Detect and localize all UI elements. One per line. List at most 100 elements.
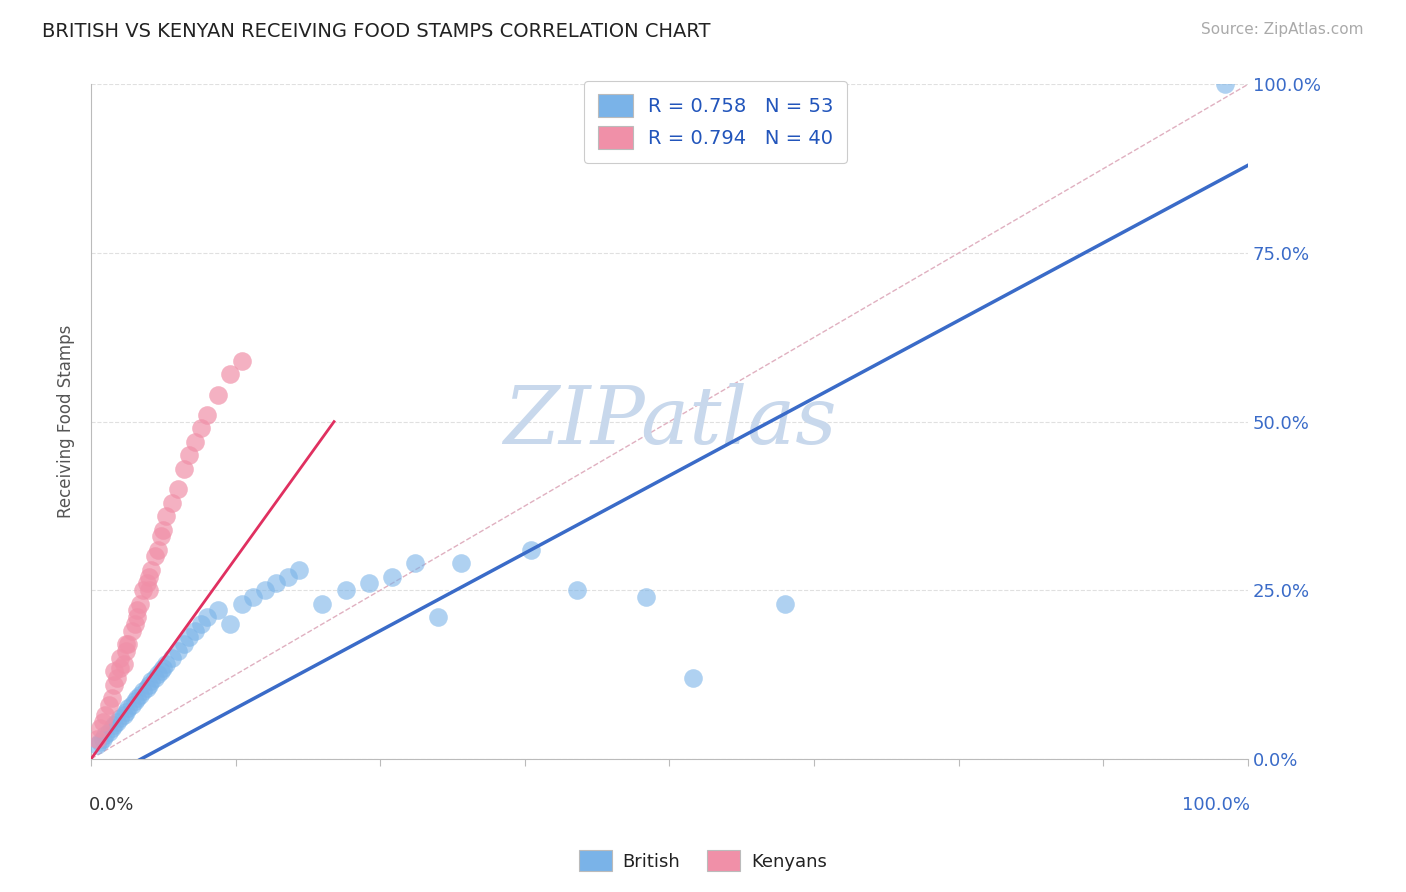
Point [108, 711, 131, 725]
Point [108, 661, 131, 675]
Point [128, 688, 150, 702]
Text: Source: ZipAtlas.com: Source: ZipAtlas.com [1201, 22, 1364, 37]
Point [121, 698, 143, 712]
Point [152, 523, 174, 537]
Point [105, 714, 128, 729]
Point [190, 616, 212, 631]
Point [124, 616, 146, 631]
Point [112, 657, 135, 672]
Legend: R = 0.758   N = 53, R = 0.794   N = 40: R = 0.758 N = 53, R = 0.794 N = 40 [583, 80, 848, 162]
Point [152, 661, 174, 675]
Point [207, 387, 229, 401]
Point [97, 724, 120, 739]
Point [173, 462, 195, 476]
Point [105, 671, 128, 685]
Point [101, 691, 124, 706]
Point [207, 603, 229, 617]
Point [195, 610, 218, 624]
Point [124, 694, 146, 708]
Point [773, 597, 796, 611]
Point [117, 637, 139, 651]
Point [427, 610, 450, 624]
Point [143, 549, 166, 564]
Point [127, 691, 149, 706]
Point [149, 664, 172, 678]
Point [231, 597, 253, 611]
Point [115, 705, 138, 719]
Point [135, 576, 157, 591]
Point [277, 570, 299, 584]
Point [132, 684, 155, 698]
Point [127, 603, 149, 617]
Point [148, 542, 170, 557]
Point [253, 583, 276, 598]
Point [128, 597, 150, 611]
Point [141, 563, 163, 577]
Point [231, 354, 253, 368]
Point [179, 448, 201, 462]
Point [1213, 78, 1236, 92]
Point [288, 563, 311, 577]
Text: ZIPatlas: ZIPatlas [503, 383, 837, 460]
Point [132, 583, 155, 598]
Point [138, 583, 160, 598]
Point [91, 714, 114, 729]
Point [108, 650, 131, 665]
Point [112, 708, 135, 723]
Point [138, 677, 160, 691]
Point [173, 637, 195, 651]
Y-axis label: Receiving Food Stamps: Receiving Food Stamps [58, 325, 75, 518]
Point [86, 739, 108, 753]
Point [682, 671, 704, 685]
Text: 0.0%: 0.0% [89, 796, 134, 814]
Point [103, 664, 125, 678]
Point [89, 722, 111, 736]
Point [138, 570, 160, 584]
Text: BRITISH VS KENYAN RECEIVING FOOD STAMPS CORRELATION CHART: BRITISH VS KENYAN RECEIVING FOOD STAMPS … [42, 22, 710, 41]
Point [404, 556, 426, 570]
Point [89, 735, 111, 749]
Point [357, 576, 380, 591]
Point [127, 610, 149, 624]
Point [335, 583, 357, 598]
Point [103, 718, 125, 732]
Point [160, 495, 183, 509]
Point [101, 722, 124, 736]
Point [184, 624, 207, 638]
Point [219, 616, 242, 631]
Point [91, 731, 114, 746]
Point [179, 631, 201, 645]
Point [155, 508, 177, 523]
Legend: British, Kenyans: British, Kenyans [572, 843, 834, 879]
Point [149, 529, 172, 543]
Point [636, 590, 658, 604]
Point [97, 698, 120, 712]
Point [195, 408, 218, 422]
Point [311, 597, 333, 611]
Point [219, 368, 242, 382]
Point [143, 671, 166, 685]
Point [121, 624, 143, 638]
Point [450, 556, 472, 570]
Text: 100.0%: 100.0% [1182, 796, 1250, 814]
Point [167, 644, 190, 658]
Point [160, 650, 183, 665]
Point [155, 657, 177, 672]
Point [184, 434, 207, 449]
Point [141, 674, 163, 689]
Point [115, 637, 138, 651]
Point [86, 731, 108, 746]
Point [148, 667, 170, 681]
Point [190, 421, 212, 435]
Point [242, 590, 264, 604]
Point [565, 583, 588, 598]
Point [381, 570, 404, 584]
Point [94, 728, 117, 742]
Point [117, 701, 139, 715]
Point [115, 644, 138, 658]
Point [167, 482, 190, 496]
Point [103, 677, 125, 691]
Point [519, 542, 541, 557]
Point [94, 708, 117, 723]
Point [264, 576, 287, 591]
